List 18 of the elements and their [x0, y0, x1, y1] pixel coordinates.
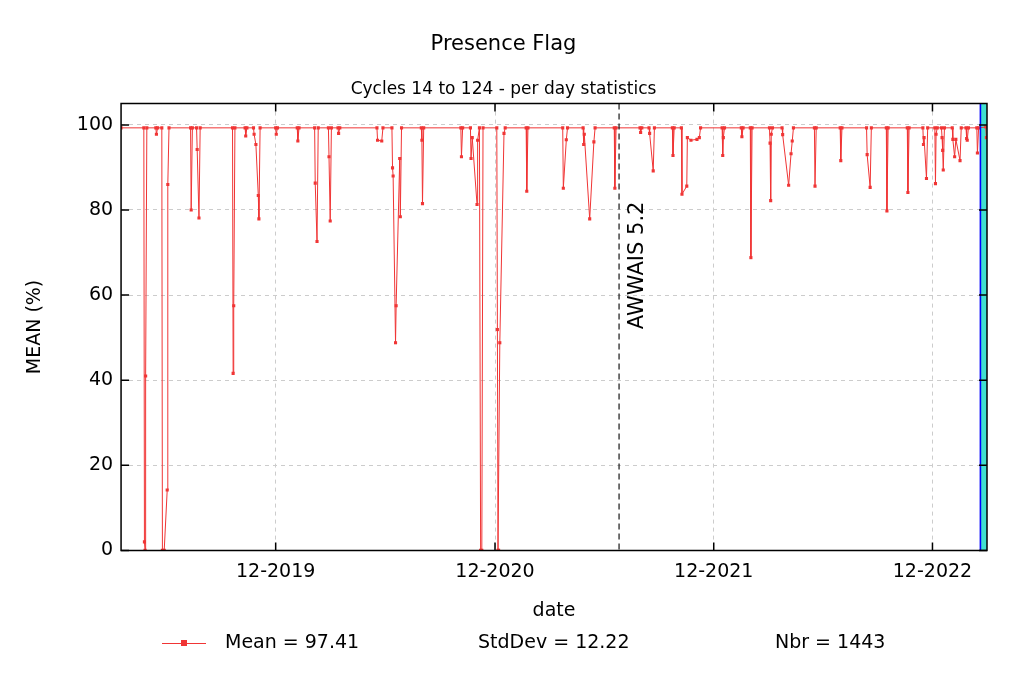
- y-tick-label: 40: [88, 367, 114, 390]
- y-tick-label: 100: [76, 111, 114, 134]
- ref-line-label: AWWAIS 5.2: [624, 201, 649, 330]
- x-tick-label: 12-2019: [235, 558, 316, 581]
- chart-subtitle: Cycles 14 to 124 - per day statistics: [350, 77, 657, 98]
- y-tick-label: 80: [88, 196, 114, 219]
- x-tick-label: 12-2020: [455, 558, 535, 581]
- text: Nbr = 1443: [775, 630, 886, 652]
- text: StdDev = 12.22: [478, 630, 630, 652]
- y-tick-label: 0: [100, 537, 114, 560]
- x-tick-label: 12-2022: [892, 558, 973, 581]
- chart-title: Presence Flag: [430, 31, 577, 56]
- y-tick-label: 20: [88, 452, 114, 475]
- x-tick-label: 12-2021: [674, 558, 754, 581]
- x-axis-title: date: [532, 597, 576, 620]
- legend-label: Mean = 97.41: [225, 630, 360, 652]
- y-axis-title: MEAN (%): [22, 279, 45, 375]
- y-tick-label: 60: [88, 282, 114, 305]
